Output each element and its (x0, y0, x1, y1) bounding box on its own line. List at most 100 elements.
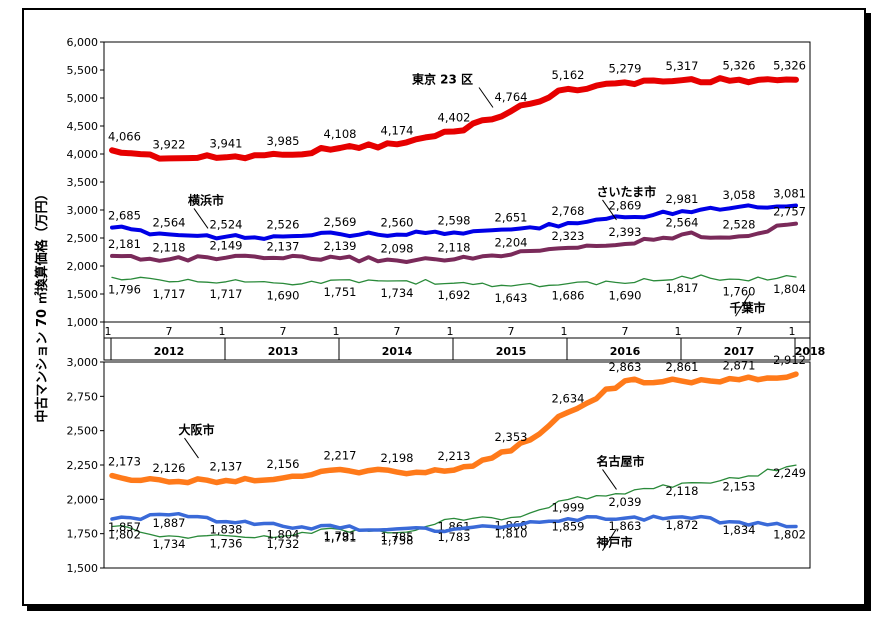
x-month-label: 7 (394, 325, 401, 338)
series-line-千葉市 (111, 274, 797, 288)
data-label: 1,887 (153, 516, 186, 530)
data-label: 2,685 (108, 209, 141, 223)
data-label: 1,791 (324, 529, 357, 543)
data-label: 1,817 (666, 281, 699, 295)
data-label: 4,174 (381, 123, 414, 137)
data-label: 2,249 (773, 466, 806, 480)
x-month-label: 7 (166, 325, 173, 338)
series-leader-line (184, 437, 199, 459)
data-label: 5,317 (666, 59, 699, 73)
data-label: 2,757 (773, 205, 806, 219)
data-label: 1,863 (609, 519, 642, 533)
series-name-label: 神戸市 (597, 535, 633, 550)
x-month-label: 7 (622, 325, 629, 338)
top-ytick-label: 1,500 (67, 288, 99, 301)
data-label: 1,732 (267, 537, 300, 551)
data-label: 1,785 (381, 530, 414, 544)
series-name-label: 大阪市 (179, 422, 215, 437)
data-label: 2,861 (666, 360, 699, 374)
data-label: 2,569 (324, 215, 357, 229)
x-month-label: 1 (789, 325, 796, 338)
series-name-label: さいたま市 (597, 184, 657, 199)
data-label: 2,871 (723, 359, 756, 373)
data-label: 1,802 (773, 528, 806, 542)
x-month-label: 7 (280, 325, 287, 338)
top-ytick-label: 4,500 (67, 120, 99, 133)
series-leader-line (602, 469, 617, 490)
data-label: 3,081 (773, 186, 806, 200)
bottom-ytick-label: 1,750 (67, 528, 99, 541)
data-label: 1,796 (108, 282, 141, 296)
x-year-label: 2017 (724, 345, 755, 358)
top-ytick-label: 5,500 (67, 64, 99, 77)
x-month-label: 1 (333, 325, 340, 338)
data-label: 1,783 (438, 530, 471, 544)
series-leader-line (478, 87, 494, 108)
data-label: 2,651 (495, 211, 528, 225)
bottom-ytick-label: 2,000 (67, 493, 99, 506)
data-label: 2,198 (381, 451, 414, 465)
series-name-label: 千葉市 (730, 300, 766, 315)
x-year-label: 2016 (610, 345, 641, 358)
data-label: 1,857 (108, 520, 141, 534)
data-label: 2,137 (210, 460, 243, 474)
data-label: 4,764 (495, 90, 528, 104)
x-year-label: 2018 (795, 345, 826, 358)
data-label: 1,734 (153, 537, 186, 551)
data-label: 1,734 (381, 286, 414, 300)
data-label: 2,912 (773, 353, 806, 367)
x-year-label: 2014 (382, 345, 413, 358)
x-year-label: 2012 (154, 345, 185, 358)
top-ytick-label: 1,000 (67, 316, 99, 329)
series-line-東京-23-区 (109, 75, 799, 162)
top-ytick-label: 3,000 (67, 204, 99, 217)
data-label: 1,804 (773, 282, 806, 296)
data-label: 2,137 (267, 239, 300, 253)
data-label: 2,564 (153, 215, 186, 229)
top-ytick-label: 2,000 (67, 260, 99, 273)
data-label: 2,564 (666, 215, 699, 229)
data-label: 1,717 (153, 287, 186, 301)
series-leader-line (735, 293, 750, 317)
top-ytick-label: 4,000 (67, 148, 99, 161)
y-axis-title: 中古マンション 70 ㎡換算価格（万円） (34, 187, 50, 422)
data-label: 1,781 (324, 530, 357, 544)
data-label: 2,869 (609, 198, 642, 212)
data-label: 2,526 (267, 218, 300, 232)
data-label: 2,213 (438, 449, 471, 463)
data-label: 1,802 (108, 528, 141, 542)
data-label: 2,217 (324, 449, 357, 463)
top-panel: 1,000 1,500 2,000 2,500 3,000 3,500 4,000 4,500… (67, 36, 826, 361)
data-label: 4,402 (438, 110, 471, 124)
series-line-さいたま市 (110, 221, 798, 264)
data-label: 1,751 (324, 285, 357, 299)
data-label: 1,999 (552, 500, 585, 514)
data-label: 1,838 (210, 523, 243, 537)
bottom-ytick-label: 3,000 (67, 356, 99, 369)
data-label: 2,118 (153, 240, 186, 254)
data-label: 1,872 (666, 518, 699, 532)
x-month-label: 1 (561, 325, 568, 338)
data-label: 2,173 (108, 455, 141, 469)
data-label: 1,758 (381, 534, 414, 548)
data-label: 2,156 (267, 457, 300, 471)
data-label: 5,279 (609, 61, 642, 75)
x-month-label: 1 (219, 325, 226, 338)
bottom-ytick-label: 1,500 (67, 562, 99, 575)
series-name-label: 名古屋市 (597, 453, 645, 468)
data-label: 1,834 (723, 523, 756, 537)
series-name-label: 東京 23 区 (412, 71, 473, 86)
top-ytick-label: 6,000 (67, 36, 99, 49)
data-label: 2,353 (495, 430, 528, 444)
series-leader-line (193, 208, 209, 229)
bottom-ytick-label: 2,750 (67, 390, 99, 403)
data-label: 2,634 (552, 391, 585, 405)
series-line-神戸市 (110, 511, 798, 534)
data-label: 2,118 (666, 484, 699, 498)
data-label: 1,810 (495, 526, 528, 540)
top-ytick-label: 2,500 (67, 232, 99, 245)
x-year-label: 2015 (496, 345, 527, 358)
data-label: 2,598 (438, 214, 471, 228)
x-month-label: 1 (447, 325, 454, 338)
x-year-label: 2013 (268, 345, 299, 358)
